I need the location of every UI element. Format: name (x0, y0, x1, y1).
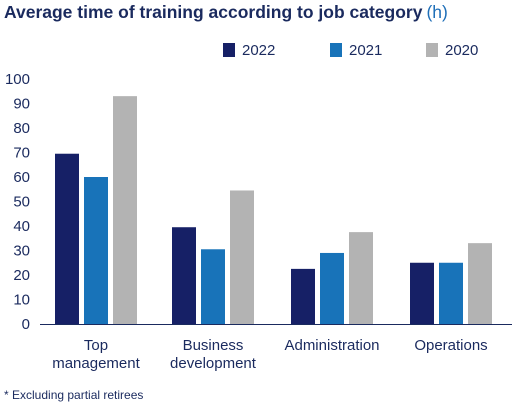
legend-swatch-2020 (426, 43, 438, 57)
legend-label-2020: 2020 (445, 42, 478, 59)
y-tick-label: 80 (13, 120, 30, 137)
bar-2020 (468, 243, 492, 324)
y-tick-label: 0 (22, 316, 30, 333)
category-label: management (52, 355, 140, 372)
footnote: * Excluding partial retirees (4, 388, 144, 402)
bar-2022 (172, 227, 196, 324)
y-tick-label: 50 (13, 194, 30, 211)
y-tick-label: 40 (13, 218, 30, 235)
legend-swatch-2021 (330, 43, 342, 57)
bar-2021 (439, 262, 463, 324)
y-tick-label: 90 (13, 96, 30, 113)
legend-swatch-2022 (223, 43, 235, 57)
y-tick-label: 70 (13, 145, 30, 162)
bar-2020 (113, 96, 137, 325)
y-tick-label: 20 (13, 267, 30, 284)
chart-title: Average time of training according to jo… (4, 2, 448, 23)
legend-label-2021: 2021 (349, 42, 382, 59)
bar-2020 (230, 190, 254, 324)
bar-2021 (201, 249, 225, 324)
legend-label-2022: 2022 (242, 42, 275, 59)
bar-2022 (410, 262, 434, 324)
category-label: development (170, 355, 257, 372)
bar-2022 (291, 268, 315, 324)
y-tick-label: 100 (5, 71, 30, 88)
bar-2020 (349, 232, 373, 324)
chart-title-text: Average time of training according to jo… (4, 2, 423, 22)
category-label: Operations (414, 337, 487, 354)
y-tick-label: 10 (13, 292, 30, 309)
category-label: Top (84, 337, 108, 354)
y-tick-label: 30 (13, 243, 30, 260)
y-tick-label: 60 (13, 169, 30, 186)
bar-2022 (55, 153, 79, 324)
category-label: Business (183, 337, 244, 354)
bar-2021 (320, 252, 344, 324)
category-label: Administration (284, 337, 379, 354)
chart-unit: (h) (426, 2, 448, 22)
bar-2021 (84, 177, 108, 324)
